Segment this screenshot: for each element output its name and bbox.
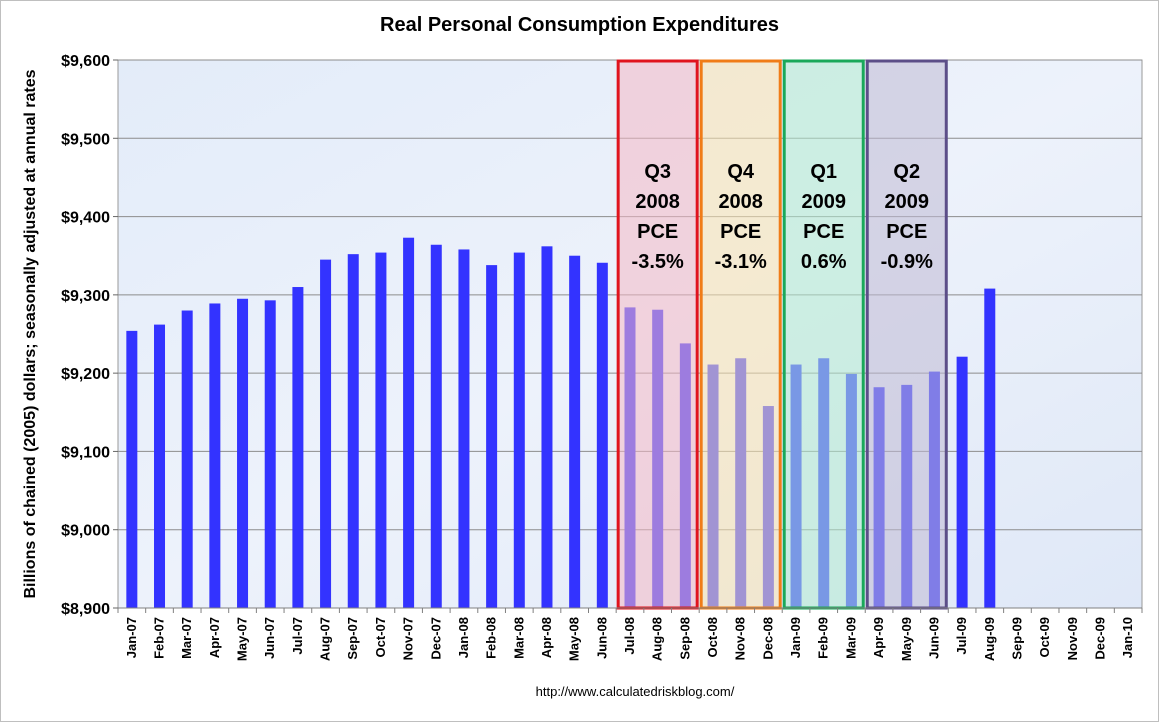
q1-2009-label: 2009 bbox=[801, 191, 846, 213]
bar bbox=[430, 244, 442, 609]
q4-2008-label: PCE bbox=[720, 221, 761, 243]
bar bbox=[541, 246, 553, 608]
x-tick-label: Aug-08 bbox=[650, 617, 665, 661]
x-tick-label: Nov-08 bbox=[733, 617, 748, 660]
chart-title: Real Personal Consumption Expenditures bbox=[380, 14, 779, 36]
x-tick-label: Jun-08 bbox=[594, 617, 609, 659]
x-tick-label: Apr-07 bbox=[207, 617, 222, 658]
x-tick-label: Feb-07 bbox=[152, 617, 167, 659]
x-tick-label: Sep-09 bbox=[1009, 617, 1024, 660]
x-tick-label: Dec-07 bbox=[428, 617, 443, 660]
x-tick-label: Aug-07 bbox=[318, 617, 333, 661]
x-tick-label: Jan-10 bbox=[1120, 617, 1135, 658]
bar bbox=[569, 255, 581, 608]
source-url[interactable]: http://www.calculatedriskblog.com/ bbox=[535, 684, 735, 699]
q3-2008-label: PCE bbox=[637, 221, 678, 243]
q1-2009-label: PCE bbox=[803, 221, 844, 243]
bar bbox=[292, 287, 304, 608]
x-tick-label: Nov-07 bbox=[401, 617, 416, 660]
y-tick-label: $9,600 bbox=[61, 53, 110, 70]
q4-2008-box bbox=[699, 59, 782, 610]
x-tick-label: May-07 bbox=[235, 617, 250, 661]
bar bbox=[513, 252, 525, 608]
quarter-annotations: Q3 2008 PCE -3.5% Q4 2008 PCE -3.1% Q1 2009 PCE 0.6… bbox=[616, 59, 948, 610]
x-tick-label: Oct-07 bbox=[373, 617, 388, 657]
x-tick-label: Apr-09 bbox=[871, 617, 886, 658]
x-tick-label: Jan-09 bbox=[788, 617, 803, 658]
x-tick-label: Sep-08 bbox=[677, 617, 692, 660]
y-axis-label: Billions of chained (2005) dollars; seas… bbox=[22, 69, 39, 599]
q2-2009-label: PCE bbox=[886, 221, 927, 243]
bar bbox=[486, 265, 498, 608]
x-tick-label: Oct-08 bbox=[705, 617, 720, 657]
q1-2009-label: 0.6% bbox=[801, 251, 847, 273]
q2-2009-label: 2009 bbox=[885, 191, 930, 213]
q4-2008-label: 2008 bbox=[718, 191, 763, 213]
x-tick-label: Apr-08 bbox=[539, 617, 554, 658]
x-tick-label: Mar-08 bbox=[511, 617, 526, 659]
x-tick-label: Jan-07 bbox=[124, 617, 139, 658]
bar bbox=[126, 330, 138, 608]
bar bbox=[596, 262, 608, 608]
y-tick-label: $9,300 bbox=[61, 288, 110, 305]
bar bbox=[458, 249, 470, 609]
x-tick-label: Dec-08 bbox=[760, 617, 775, 660]
x-tick-label: Jul-09 bbox=[954, 617, 969, 655]
bar bbox=[209, 303, 221, 608]
y-tick-label: $9,500 bbox=[61, 131, 110, 148]
bar bbox=[320, 259, 332, 608]
bar bbox=[984, 288, 996, 608]
q4-2008-label: -3.1% bbox=[715, 251, 767, 273]
x-tick-label: Jan-08 bbox=[456, 617, 471, 658]
bar bbox=[181, 310, 193, 608]
q1-2009-label: Q1 bbox=[810, 161, 837, 183]
y-tick-label: $9,400 bbox=[61, 210, 110, 227]
bar bbox=[264, 300, 276, 608]
x-tick-label: Feb-09 bbox=[816, 617, 831, 659]
bar bbox=[347, 254, 359, 609]
q4-2008-label: Q4 bbox=[727, 161, 755, 183]
x-tick-label: Sep-07 bbox=[345, 617, 360, 660]
bar bbox=[403, 237, 415, 609]
x-tick-label: Oct-09 bbox=[1037, 617, 1052, 657]
y-tick-label: $9,200 bbox=[61, 366, 110, 383]
x-tick-label: Dec-09 bbox=[1092, 617, 1107, 660]
x-tick-label: May-08 bbox=[567, 617, 582, 661]
x-tick-label: Aug-09 bbox=[982, 617, 997, 661]
x-tick-label: Mar-07 bbox=[179, 617, 194, 659]
q2-2009-label: Q2 bbox=[893, 161, 920, 183]
bar bbox=[956, 356, 968, 608]
x-tick-label: May-09 bbox=[899, 617, 914, 661]
x-tick-label: Jun-09 bbox=[926, 617, 941, 659]
q3-2008-label: 2008 bbox=[635, 191, 680, 213]
q3-2008-label: Q3 bbox=[644, 161, 671, 183]
y-tick-label: $9,000 bbox=[61, 523, 110, 540]
bar bbox=[375, 252, 387, 608]
y-tick-label: $8,900 bbox=[61, 601, 110, 618]
x-tick-label: Jun-07 bbox=[262, 617, 277, 659]
x-tick-label: Jul-08 bbox=[622, 617, 637, 655]
y-axis-ticks: $8,900 $9,000 $9,100 $9,200 $9,300 $9,400 $9,5… bbox=[61, 53, 118, 618]
x-tick-label: Jul-07 bbox=[290, 617, 305, 655]
bar bbox=[154, 324, 166, 608]
q3-2008-label: -3.5% bbox=[632, 251, 684, 273]
bar bbox=[237, 298, 249, 608]
y-tick-label: $9,100 bbox=[61, 444, 110, 461]
x-tick-label: Feb-08 bbox=[484, 617, 499, 659]
q2-2009-label: -0.9% bbox=[881, 251, 933, 273]
q2-2009-box bbox=[865, 59, 948, 610]
x-tick-label: Nov-09 bbox=[1065, 617, 1080, 660]
x-tick-label: Mar-09 bbox=[843, 617, 858, 659]
q1-2009-box bbox=[782, 59, 865, 610]
x-axis-ticks: Jan-07 Feb-07 Mar-07 Apr-07 May-07 Jun-07 Jul-… bbox=[117, 607, 1143, 661]
q3-2008-box bbox=[616, 59, 699, 610]
